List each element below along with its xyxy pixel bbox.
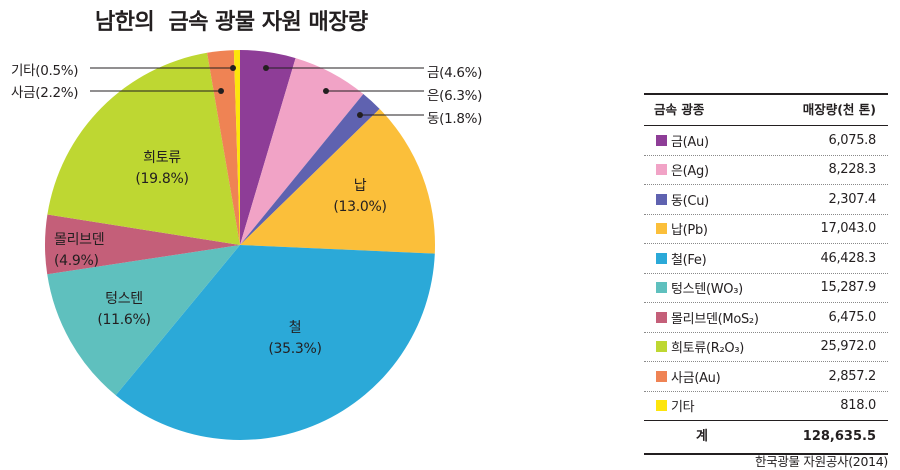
row-reserve-value: 2,307.4 — [828, 191, 876, 207]
leader-dot-gold — [263, 65, 269, 71]
row-mineral-label: 동(Cu) — [671, 193, 709, 209]
legend-swatch-icon — [656, 311, 667, 323]
table-row: 금(Au) 6,075.8 — [644, 126, 888, 156]
pie-slice-rare-earth — [47, 52, 240, 246]
row-mineral: 텅스텐(WO₃) — [656, 278, 743, 297]
total-label: 계 — [696, 429, 708, 444]
header-mineral: 금속 광종 — [654, 102, 705, 117]
legend-swatch-icon — [656, 252, 667, 264]
table-row: 철(Fe) 46,428.3 — [644, 244, 888, 274]
pie-slice-copper — [240, 93, 380, 246]
table-row: 텅스텐(WO₃) 15,287.9 — [644, 274, 888, 303]
table-row: 희토류(R₂O₃) 25,972.0 — [644, 333, 888, 362]
row-reserve-value: 15,287.9 — [820, 280, 877, 296]
legend-swatch-icon — [656, 223, 667, 235]
legend-swatch-icon — [656, 282, 667, 294]
table-top-rule — [644, 93, 888, 95]
pie-slice-silver — [240, 58, 364, 245]
row-mineral-label: 희토류(R₂O₃) — [671, 341, 745, 357]
row-mineral: 몰리브덴(MoS₂) — [656, 308, 759, 327]
table-row: 기타 818.0 — [644, 392, 888, 421]
slice-label-iron: 철 (35.3%) — [255, 318, 335, 360]
table-row: 몰리브덴(MoS₂) 6,475.0 — [644, 303, 888, 333]
slice-label-iron-pct: (35.3%) — [268, 341, 322, 357]
row-reserve-value: 6,475.0 — [828, 309, 876, 325]
row-reserve-value: 6,075.8 — [828, 132, 876, 148]
pie-slices — [44, 50, 435, 441]
slice-label-rare-earth-pct: (19.8%) — [135, 171, 189, 187]
leader-dot-copper — [357, 112, 363, 118]
legend-swatch-icon — [656, 134, 667, 146]
source-note: 한국광물 자원공사(2014) — [754, 454, 888, 469]
row-mineral: 동(Cu) — [656, 190, 709, 209]
table-row: 납(Pb) 17,043.0 — [644, 215, 888, 244]
row-mineral: 사금(Au) — [656, 367, 721, 386]
row-reserve-value: 818.0 — [840, 398, 876, 414]
pie-slice-gold — [240, 50, 296, 245]
row-mineral: 납(Pb) — [656, 219, 708, 238]
row-mineral-label: 텅스텐(WO₃) — [671, 282, 743, 298]
header-reserve: 매장량(천 톤) — [802, 102, 876, 117]
pie-slice-lead — [240, 108, 435, 254]
table-row: 사금(Au) 2,857.2 — [644, 362, 888, 392]
row-mineral-label: 납(Pb) — [671, 223, 708, 239]
callout-label-other: 기타(0.5%) — [11, 63, 79, 79]
row-mineral-label: 금(Au) — [671, 134, 709, 150]
callout-label-placer-gold: 사금(2.2%) — [11, 85, 79, 101]
row-mineral: 기타 — [656, 396, 695, 416]
pie-slice-other — [233, 50, 240, 245]
reserves-table: 금속 광종 매장량(천 톤) 금(Au) 6,075.8 은(Ag) 8,228.3 동… — [644, 93, 888, 455]
slice-label-lead-name: 납 — [353, 178, 367, 194]
pie-chart — [44, 50, 435, 441]
slice-label-rare-earth: 희토류 (19.8%) — [122, 148, 202, 190]
pie-slice-tungsten — [47, 245, 241, 396]
slice-label-molybdenum-pct: (4.9%) — [54, 253, 99, 269]
row-mineral-label: 은(Ag) — [671, 164, 709, 180]
pie-slice-iron — [115, 245, 435, 441]
row-mineral-label: 철(Fe) — [671, 252, 707, 268]
row-reserve-value: 2,857.2 — [828, 368, 876, 384]
row-reserve-value: 8,228.3 — [828, 162, 876, 178]
row-mineral-label: 사금(Au) — [671, 370, 721, 386]
row-mineral: 철(Fe) — [656, 249, 707, 268]
slice-label-lead: 납 (13.0%) — [320, 176, 400, 218]
slice-label-molybdenum: 몰리브덴 (4.9%) — [54, 230, 134, 272]
slice-label-tungsten-name: 텅스텐 — [105, 291, 143, 307]
chart-title: 남한의 금속 광물 자원 매장량 — [95, 10, 368, 35]
leader-dot-other — [230, 65, 236, 71]
row-mineral-label: 몰리브덴(MoS₂) — [671, 311, 759, 327]
slice-label-molybdenum-name: 몰리브덴 — [54, 232, 105, 248]
leader-dot-silver — [323, 88, 329, 94]
slice-label-iron-name: 철 — [288, 320, 302, 336]
row-mineral: 금(Au) — [656, 131, 709, 150]
slice-label-tungsten: 텅스텐 (11.6%) — [84, 289, 164, 331]
row-mineral: 희토류(R₂O₃) — [656, 337, 744, 356]
row-mineral-label: 기타 — [671, 400, 695, 416]
callout-label-gold: 금(4.6%) — [427, 65, 483, 81]
legend-swatch-icon — [656, 370, 667, 382]
table-header: 금속 광종 매장량(천 톤) — [644, 95, 888, 126]
legend-swatch-icon — [656, 400, 667, 412]
slice-label-lead-pct: (13.0%) — [333, 199, 387, 215]
table-body: 금(Au) 6,075.8 은(Ag) 8,228.3 동(Cu) 2,307.4 납(Pb… — [644, 126, 888, 420]
row-reserve-value: 17,043.0 — [820, 221, 877, 237]
callout-label-silver: 은(6.3%) — [427, 88, 483, 104]
callout-leaders — [90, 65, 424, 118]
table-row: 동(Cu) 2,307.4 — [644, 185, 888, 215]
total-value: 128,635.5 — [802, 429, 876, 444]
slice-label-rare-earth-name: 희토류 — [143, 150, 181, 166]
table-total-row: 계 128,635.5 — [644, 420, 888, 455]
pie-slice-placer-gold — [207, 50, 240, 245]
legend-swatch-icon — [656, 193, 667, 205]
row-mineral: 은(Ag) — [656, 160, 709, 179]
leader-dot-placer-gold — [218, 88, 224, 94]
row-reserve-value: 25,972.0 — [820, 339, 877, 355]
callout-label-copper: 동(1.8%) — [427, 111, 483, 127]
row-reserve-value: 46,428.3 — [820, 250, 877, 266]
slice-label-tungsten-pct: (11.6%) — [97, 312, 151, 328]
legend-swatch-icon — [656, 341, 667, 353]
pie-slice-molybdenum — [44, 214, 240, 275]
legend-swatch-icon — [656, 164, 667, 176]
table-row: 은(Ag) 8,228.3 — [644, 156, 888, 185]
